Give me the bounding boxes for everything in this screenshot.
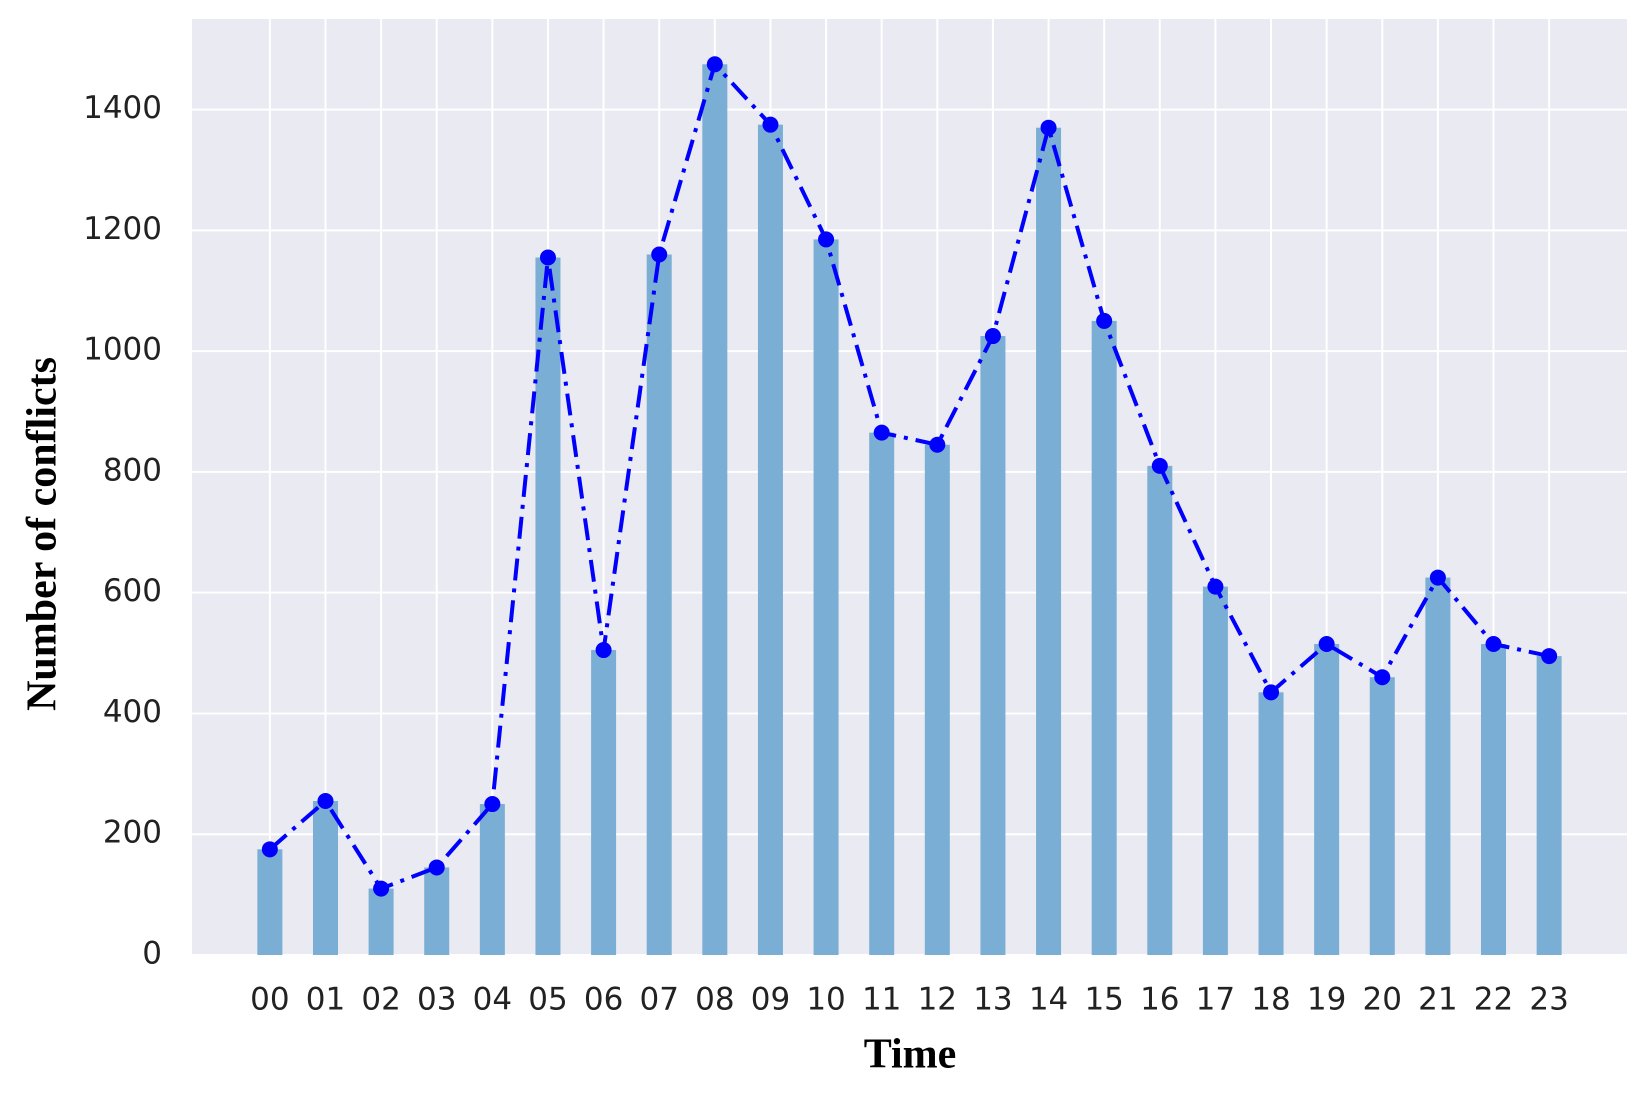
- line-marker: [1151, 457, 1168, 474]
- line-marker: [539, 249, 556, 266]
- line-marker: [317, 793, 334, 810]
- line-marker: [706, 56, 723, 73]
- bar: [1314, 644, 1340, 955]
- bar: [312, 801, 338, 955]
- x-tick-label: 17: [1196, 982, 1235, 1018]
- x-tick-label: 23: [1529, 982, 1568, 1018]
- bar: [869, 432, 895, 955]
- bar: [535, 257, 561, 955]
- x-tick-label: 01: [306, 982, 345, 1018]
- x-tick-label: 16: [1140, 982, 1179, 1018]
- x-tick-label: 12: [918, 982, 957, 1018]
- bar: [424, 867, 450, 955]
- x-tick-label: 10: [806, 982, 845, 1018]
- bar: [1258, 692, 1284, 955]
- y-tick-label: 1400: [83, 90, 162, 126]
- line-marker: [484, 796, 501, 813]
- bar: [980, 336, 1006, 956]
- bar: [479, 804, 505, 955]
- bar: [757, 124, 783, 955]
- x-tick-label: 19: [1307, 982, 1346, 1018]
- x-axis-label: Time: [864, 1032, 957, 1078]
- x-tick-label: 05: [528, 982, 567, 1018]
- line-marker: [1541, 648, 1558, 665]
- line-marker: [1374, 669, 1391, 686]
- x-tick-label: 14: [1029, 982, 1068, 1018]
- x-tick-label: 11: [862, 982, 901, 1018]
- line-marker: [1429, 569, 1446, 586]
- y-tick-label: 600: [103, 573, 162, 609]
- y-tick-label: 1000: [83, 332, 162, 368]
- bar: [646, 254, 672, 956]
- bar: [591, 650, 617, 955]
- y-tick-label: 400: [103, 694, 162, 730]
- line-marker: [595, 642, 612, 659]
- bar: [1369, 677, 1395, 955]
- bar: [1036, 127, 1062, 955]
- plot-area: [192, 19, 1627, 955]
- y-tick-label: 200: [103, 815, 162, 851]
- bar: [1091, 320, 1117, 955]
- line-marker: [818, 231, 835, 248]
- x-tick-label: 18: [1251, 982, 1290, 1018]
- line-marker: [428, 859, 445, 876]
- x-tick-label: 09: [751, 982, 790, 1018]
- bar: [1481, 644, 1507, 955]
- x-tick-label: 15: [1084, 982, 1123, 1018]
- line-marker: [1485, 636, 1502, 653]
- bar: [702, 64, 728, 955]
- bar: [1425, 577, 1451, 955]
- line-marker: [762, 116, 779, 133]
- x-tick-label: 08: [695, 982, 734, 1018]
- line-marker: [261, 841, 278, 858]
- x-tick-label: 22: [1474, 982, 1513, 1018]
- bar: [813, 239, 839, 955]
- line: [268, 60, 1550, 892]
- y-tick-label: 1200: [83, 211, 162, 247]
- y-tick-label: 0: [142, 936, 162, 972]
- x-tick-label: 04: [473, 982, 512, 1018]
- bar: [1147, 465, 1173, 955]
- x-tick-label: 13: [973, 982, 1012, 1018]
- line-marker: [373, 880, 390, 897]
- line-marker: [984, 328, 1001, 345]
- bar: [1202, 586, 1228, 955]
- line-marker: [873, 424, 890, 441]
- x-tick-label: 03: [417, 982, 456, 1018]
- line-marker: [1318, 636, 1335, 653]
- x-tick-label: 21: [1418, 982, 1457, 1018]
- x-tick-label: 00: [250, 982, 289, 1018]
- bar: [1536, 656, 1562, 955]
- x-tick-label: 07: [639, 982, 678, 1018]
- line-marker: [1040, 119, 1057, 136]
- line-marker: [1263, 684, 1280, 701]
- x-tick-label: 06: [584, 982, 623, 1018]
- y-tick-label: 800: [103, 452, 162, 488]
- x-tick-label: 02: [361, 982, 400, 1018]
- x-tick-label: 20: [1363, 982, 1402, 1018]
- line-marker: [651, 246, 668, 263]
- y-axis-label: Number of conflicts: [20, 357, 66, 711]
- line-marker: [1096, 312, 1113, 329]
- line-marker: [1207, 578, 1224, 595]
- bar: [924, 444, 950, 955]
- bar: [257, 849, 283, 955]
- line-marker: [929, 436, 946, 453]
- bar: [368, 888, 394, 955]
